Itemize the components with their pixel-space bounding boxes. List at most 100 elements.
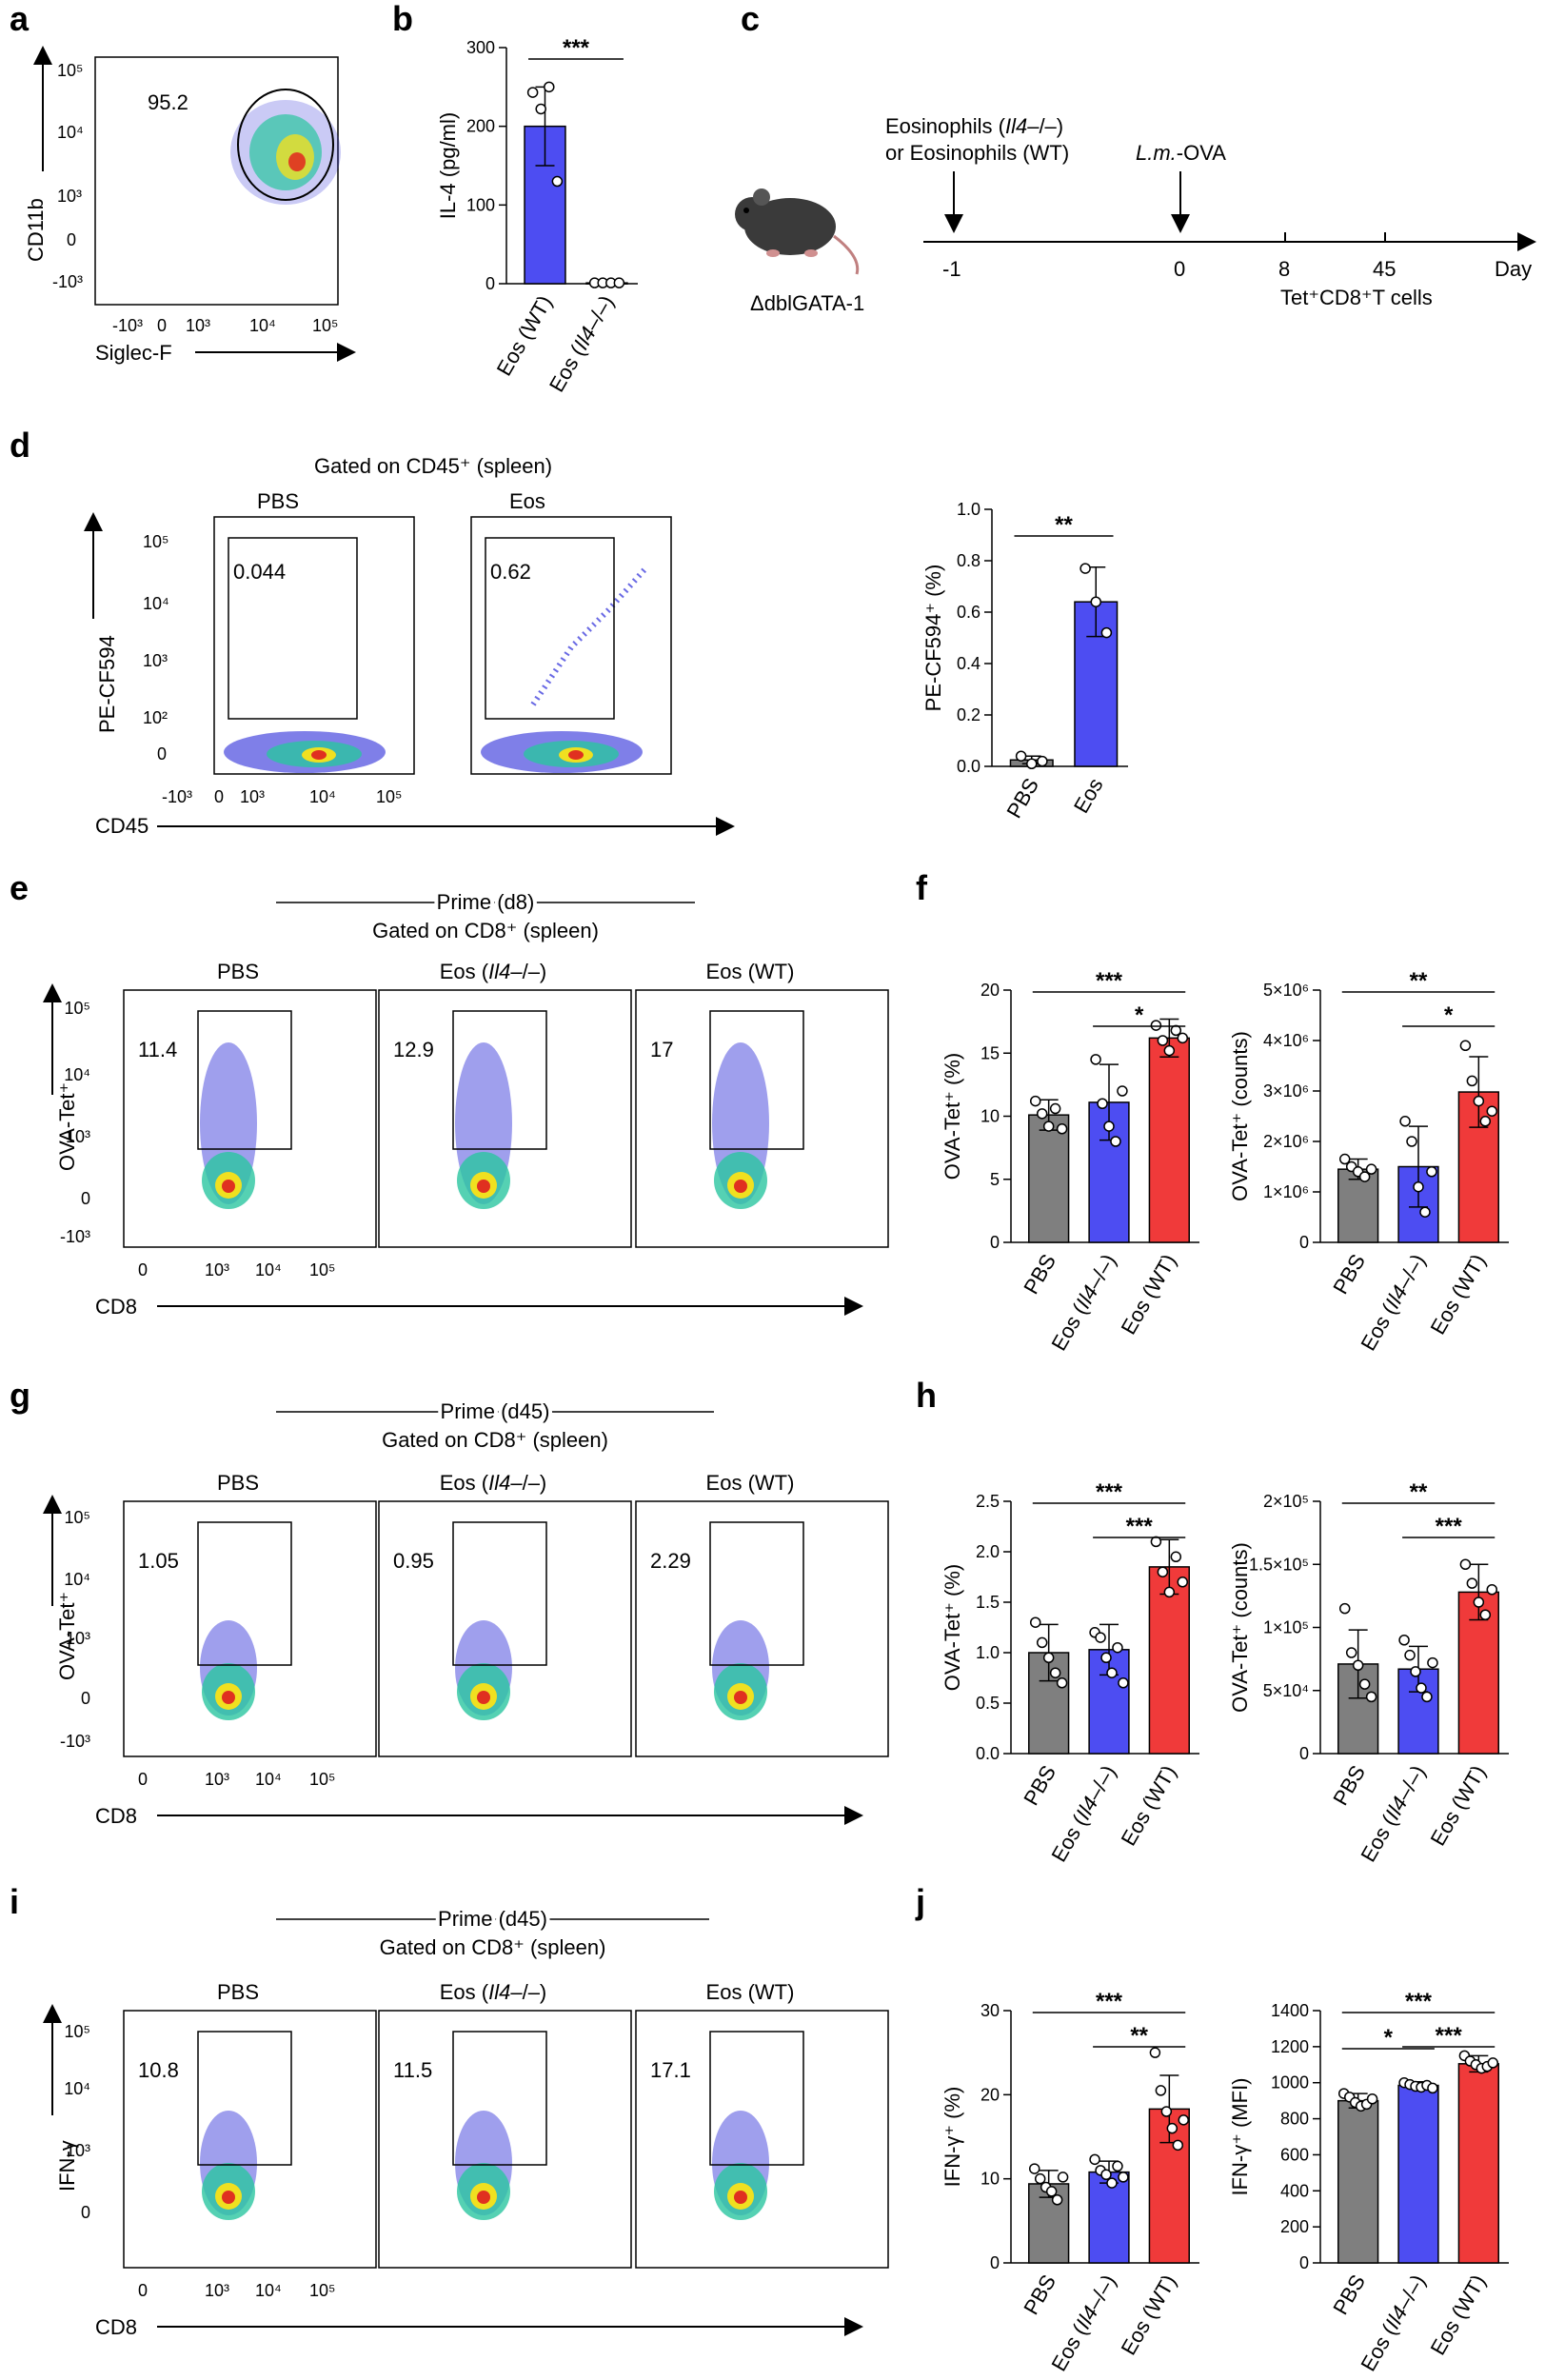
chart-j2: 0 200 400 600 800 1000 1200 1400 IFN-γ⁺ (MFI) PBS…	[1228, 1989, 1509, 2375]
chart-j2-ytick: 1000	[1271, 2073, 1309, 2092]
chart-h2-category: PBS	[1328, 1761, 1370, 1810]
chart-j1-point	[1028, 2163, 1040, 2174]
chart-j1-sig-label: **	[1130, 2023, 1148, 2049]
panel-e-xtick: 0	[138, 1260, 148, 1279]
panel-i-group-name: PBS	[217, 1980, 259, 2004]
chart-f2-ytick: 2×10⁶	[1263, 1132, 1309, 1151]
panel-e-xtick: 10⁴	[255, 1260, 282, 1279]
panel-i-ytick: 10³	[66, 2141, 90, 2160]
chart-j2-ylabel: IFN-γ⁺ (MFI)	[1228, 2077, 1252, 2195]
mouse-icon	[735, 188, 860, 275]
panel-d-gated-title: Gated on CD45⁺ (spleen)	[314, 454, 552, 478]
panel-g-cloud	[200, 1620, 257, 1720]
chart-f2-category: PBS	[1328, 1250, 1370, 1299]
panel-g-ylabel: OVA-Tet⁺	[55, 1592, 79, 1680]
chart-b-ytick: 0	[485, 274, 495, 293]
panel-a-xtick: -10³	[112, 316, 143, 335]
panel-i-xtick: 10⁴	[255, 2281, 282, 2300]
chart-b-point	[544, 81, 555, 93]
chart-j2-ytick: 400	[1280, 2181, 1309, 2200]
timeline-axis-end: Day	[1495, 257, 1532, 281]
chart-d: 0.0 0.2 0.4 0.6 0.8 1.0 PE-CF594⁺ (%) PBS Eos **	[921, 500, 1128, 823]
panel-e-cloud	[455, 1042, 512, 1209]
chart-h1-category: Eos (WT)	[1117, 1761, 1181, 1850]
panel-d-flow-pbs: 0.044	[213, 516, 415, 775]
panel-i-cloud	[455, 2111, 512, 2220]
panel-i-prime: Prime (d45)	[438, 1907, 547, 1931]
panel-g-xtick: 0	[138, 1770, 148, 1789]
chart-h2-ytick: 0	[1299, 1744, 1309, 1763]
chart-f2-ytick: 1×10⁶	[1263, 1182, 1309, 1201]
chart-d-category: PBS	[1001, 774, 1043, 823]
panel-i-ytick: 10⁵	[65, 2022, 90, 2041]
timeline-infection-label: L.m.-OVA	[1136, 141, 1226, 165]
chart-d-ytick: 1.0	[957, 500, 980, 519]
chart-h1-point	[1163, 1586, 1176, 1598]
chart-f2-bar	[1457, 1091, 1499, 1243]
panel-g-ytick: 10⁴	[64, 1570, 90, 1589]
panel-d-ytick: 10³	[143, 651, 168, 670]
timeline-treatment-line2: or Eosinophils (WT)	[885, 141, 1069, 165]
chart-f1-bar	[1028, 1114, 1070, 1243]
chart-h1-point	[1049, 1667, 1061, 1678]
panel-a-ytick: 0	[67, 230, 76, 249]
panel-i-ytick: 0	[81, 2203, 90, 2222]
chart-f2-point	[1466, 1075, 1478, 1087]
chart-h2-point	[1466, 1577, 1478, 1589]
chart-h2-point	[1486, 1584, 1498, 1596]
panel-i-xtick: 0	[138, 2281, 148, 2300]
chart-f2-ytick: 4×10⁶	[1263, 1031, 1309, 1050]
chart-j1-point	[1172, 2139, 1184, 2152]
chart-f1-ylabel: OVA-Tet⁺ (%)	[941, 1053, 964, 1180]
panel-g-plot-frame	[378, 1500, 632, 1757]
chart-d-point	[1026, 758, 1038, 770]
panel-g-ytick: -10³	[60, 1732, 90, 1751]
panel-e-ytick: -10³	[60, 1227, 90, 1246]
panel-e-prime: Prime (d8)	[437, 890, 535, 914]
chart-h1-point	[1106, 1667, 1118, 1678]
chart-h2-point	[1352, 1659, 1364, 1671]
panel-e-gate-value: 12.9	[393, 1038, 434, 1061]
chart-h2-point	[1427, 1656, 1438, 1669]
panel-a-gate	[237, 89, 334, 201]
panel-g-group-name: Eos (Il4–/–)	[440, 1471, 547, 1495]
panel-g-xtick: 10⁴	[255, 1770, 282, 1789]
chart-j2-sig-label: *	[1384, 2025, 1394, 2051]
chart-h1-bar	[1148, 1566, 1190, 1755]
panel-i-ylabel: IFN-γ	[55, 2140, 79, 2192]
chart-b-ytick: 200	[466, 117, 495, 136]
chart-d-ytick: 0.2	[957, 705, 980, 724]
panel-letter-b: b	[392, 0, 413, 38]
panel-g-group-name: PBS	[217, 1471, 259, 1495]
panel-e-ytick: 10⁴	[64, 1065, 90, 1084]
panel-i-plot-frame	[123, 2010, 377, 2269]
timeline-tick: 45	[1373, 257, 1396, 281]
chart-b-point	[526, 87, 539, 98]
chart-f2-bar	[1337, 1168, 1379, 1243]
chart-h1-point	[1150, 1536, 1162, 1548]
panel-letter-d: d	[10, 426, 30, 465]
panel-e-gate-value: 11.4	[138, 1038, 177, 1061]
panel-e-xtick: 10³	[205, 1260, 229, 1279]
panel-e-gated: Gated on CD8⁺ (spleen)	[372, 919, 599, 942]
chart-f2-point	[1365, 1163, 1377, 1175]
panel-d-xtick: -10³	[162, 787, 192, 806]
panel-a-ytick: 10⁵	[57, 61, 83, 80]
panel-g-plot-frame	[123, 1500, 377, 1757]
panel-a-dots	[230, 100, 341, 205]
timeline-tick: 0	[1174, 257, 1185, 281]
chart-f2-category: Eos (WT)	[1426, 1250, 1491, 1339]
chart-f1-category: Eos (WT)	[1117, 1250, 1181, 1339]
chart-f2-ytick: 0	[1299, 1233, 1309, 1252]
chart-j2-bar	[1457, 2063, 1499, 2264]
panel-d-ylabel: PE-CF594	[95, 635, 119, 733]
panel-g-gated: Gated on CD8⁺ (spleen)	[382, 1428, 608, 1452]
panel-a-ytick: 10⁴	[57, 123, 84, 142]
panel-i-xtick: 10³	[205, 2281, 229, 2300]
chart-j1-ytick: 10	[980, 2170, 1000, 2189]
chart-h2-point	[1338, 1602, 1351, 1615]
panel-letter-c: c	[741, 0, 760, 38]
chart-h2-ylabel: OVA-Tet⁺ (counts)	[1228, 1542, 1252, 1713]
chart-h2-point	[1421, 1691, 1433, 1703]
chart-f2-sig-label: **	[1410, 968, 1428, 994]
